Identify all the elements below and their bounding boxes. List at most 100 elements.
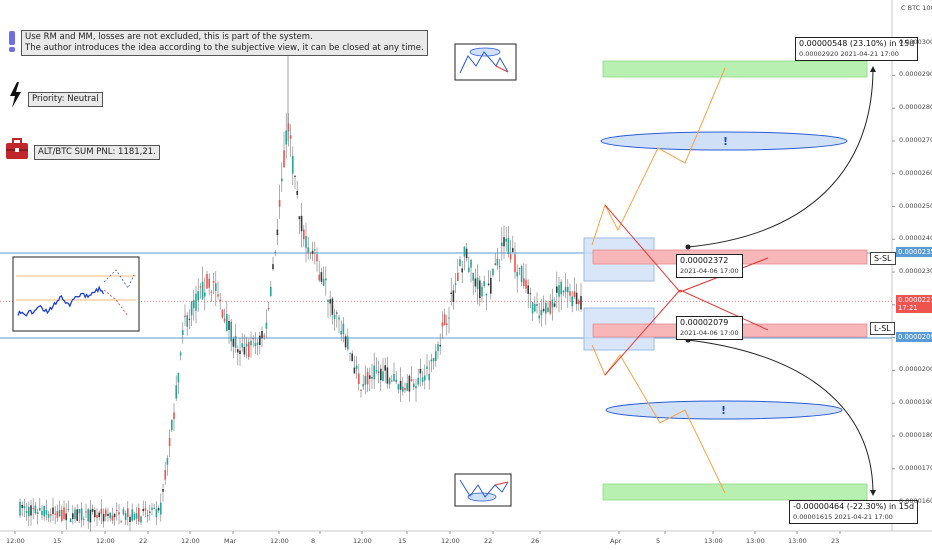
candle-body	[371, 377, 373, 379]
candle-body	[243, 346, 246, 355]
candle-body	[287, 123, 290, 132]
candle-body	[531, 302, 534, 314]
candle-body	[516, 271, 518, 277]
candle-body	[210, 291, 213, 293]
candle-body	[406, 383, 408, 391]
candle-body	[219, 299, 221, 302]
mini-pattern-top	[454, 43, 517, 81]
candles-group	[19, 113, 582, 532]
time-tick-label: 22	[484, 537, 493, 545]
candle-body	[221, 309, 224, 318]
candle-body	[351, 353, 353, 361]
candle-body	[461, 268, 463, 273]
candle-body	[314, 249, 316, 251]
candle-body	[140, 516, 142, 523]
candle-body	[432, 357, 435, 362]
upper-scenario-ellipse	[600, 131, 848, 151]
candle-body	[344, 336, 347, 348]
current-price-time: 17:21	[898, 304, 918, 312]
candle-body	[230, 322, 232, 342]
candle-body	[494, 263, 496, 265]
candle-body	[107, 513, 109, 516]
candle-body	[553, 303, 556, 307]
candle-body	[362, 383, 364, 387]
candle-body	[507, 238, 510, 254]
candle-body	[485, 294, 488, 296]
candle-body	[547, 307, 549, 312]
candle-body	[118, 512, 120, 515]
mini-chart-down-path	[103, 289, 129, 317]
candle-body	[518, 267, 521, 269]
candle-body	[105, 509, 107, 517]
candle-body	[364, 375, 367, 385]
lower-target-zone	[602, 483, 868, 501]
candle-body	[380, 368, 382, 381]
time-tick-label: 12:00	[6, 537, 25, 545]
candle-body	[175, 385, 177, 399]
candle-body	[98, 512, 100, 518]
short-sl-label: S-SL	[870, 252, 896, 265]
candle-body	[316, 254, 318, 262]
candle-body	[428, 373, 430, 381]
candle-body	[393, 373, 395, 382]
candle-body	[259, 335, 261, 346]
candle-body	[377, 371, 380, 373]
candle-body	[311, 250, 314, 254]
time-tick-label: 13:00	[704, 537, 723, 545]
candle-body	[571, 296, 573, 307]
candle-body	[146, 515, 149, 517]
upper-target-zone	[602, 60, 868, 78]
candle-body	[465, 248, 468, 259]
candle-body	[549, 301, 551, 314]
candle-body	[556, 286, 558, 293]
lightning-icon	[10, 82, 21, 108]
price-tick-label: 0.00002500	[899, 201, 932, 210]
candle-body	[388, 378, 391, 385]
candle-body	[89, 509, 92, 523]
candle-body	[347, 336, 349, 350]
candle-body	[144, 508, 147, 511]
time-tick-label: 13:00	[746, 537, 765, 545]
candle-body	[452, 290, 455, 303]
candle-body	[153, 507, 155, 509]
candle-body	[520, 266, 523, 283]
candle-body	[265, 322, 268, 329]
candle-body	[285, 130, 287, 145]
candle-body	[512, 248, 514, 252]
candle-body	[151, 507, 153, 510]
candle-body	[490, 277, 492, 294]
candle-body	[63, 507, 65, 519]
candle-body	[292, 156, 294, 174]
candle-body	[173, 412, 175, 420]
candle-body	[162, 489, 164, 492]
candle-body	[133, 513, 136, 520]
candle-body	[19, 501, 21, 516]
candle-body	[397, 384, 400, 390]
candle-body	[496, 258, 499, 266]
candle-body	[289, 135, 292, 139]
candle-body	[52, 507, 54, 515]
price-tick-label: 0.00001800	[899, 430, 932, 439]
disclaimer-line-1: Use RM and MM, losses are not excluded, …	[25, 32, 313, 42]
candle-body	[80, 508, 83, 520]
mini-pattern-bottom-line	[459, 479, 509, 498]
candle-body	[296, 190, 298, 195]
candle-body	[534, 303, 536, 312]
price-tick-label: 0.00002900	[899, 70, 932, 79]
candle-body	[386, 367, 389, 384]
time-tick-label: 12:00	[441, 537, 460, 545]
candle-body	[470, 259, 472, 268]
candle-body	[193, 300, 195, 309]
candle-body	[415, 386, 417, 389]
mini-pattern-top-line	[459, 51, 509, 74]
candle-body	[545, 302, 547, 314]
candle-body	[113, 513, 116, 518]
upper-entry-point	[685, 244, 691, 250]
candle-body	[298, 216, 301, 220]
candle-body	[263, 335, 265, 337]
candle-body	[476, 277, 479, 290]
candle-body	[32, 508, 34, 510]
candle-body	[483, 281, 485, 287]
candle-body	[250, 340, 252, 346]
